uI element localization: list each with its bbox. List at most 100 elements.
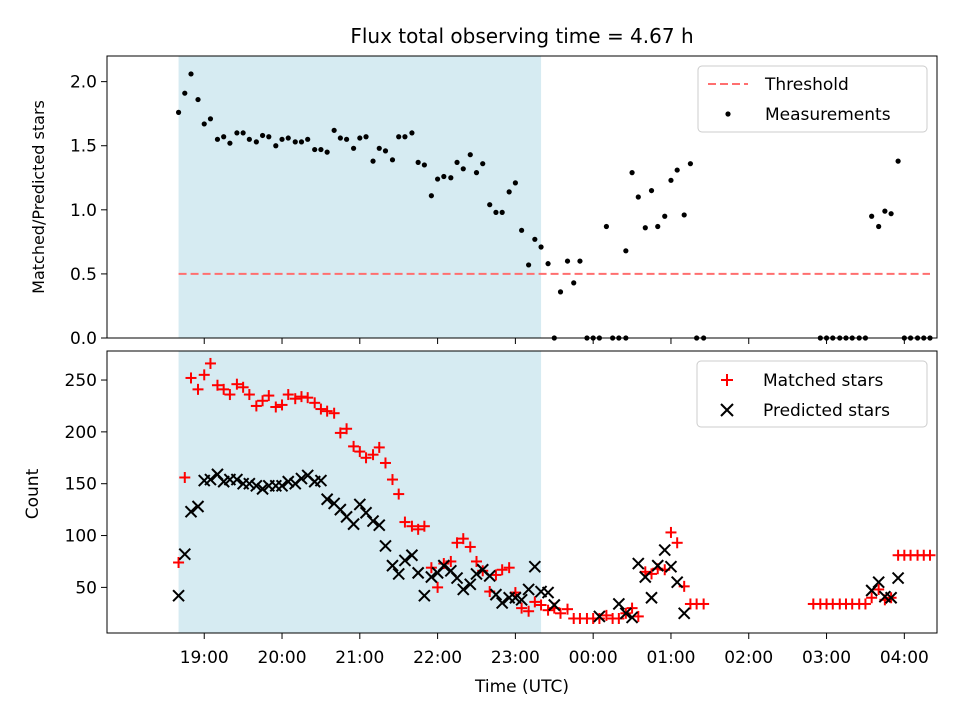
predicted-star-point: [243, 477, 256, 490]
measurement-point: [273, 143, 279, 149]
matched-star-point: [516, 602, 528, 614]
top-y-axis-label: Matched/Predicted stars: [29, 100, 48, 294]
matched-star-point: [399, 516, 411, 528]
bottom-legend-box: [696, 360, 928, 428]
matched-star-point: [639, 566, 651, 578]
x-tick-label: 01:00: [646, 648, 695, 668]
x-tick-label: 04:00: [880, 648, 929, 668]
matched-star-point: [302, 392, 314, 404]
y-tick-label: 0.5: [70, 265, 97, 285]
measurement-point: [642, 225, 648, 231]
matched-star-point: [873, 583, 885, 595]
x-tick-label: 02:00: [724, 648, 773, 668]
matched-star-point: [348, 440, 360, 452]
x-tick-label: 03:00: [802, 648, 851, 668]
measurement-point: [506, 189, 512, 195]
matched-star-point: [354, 446, 366, 458]
measurement-point: [279, 136, 285, 142]
measurement-point: [512, 180, 518, 186]
predicted-star-point: [528, 560, 542, 573]
matched-star-point: [179, 471, 191, 483]
predicted-star-point: [204, 473, 217, 486]
measurement-point: [175, 109, 182, 115]
matched-star-point: [224, 389, 236, 401]
matched-star-point: [315, 403, 327, 415]
measurement-point: [674, 167, 680, 173]
measurement-point: [545, 261, 551, 267]
matched-star-point: [237, 381, 249, 393]
measurement-point: [454, 159, 460, 165]
matched-star-point: [671, 537, 683, 549]
matched-star-point: [386, 474, 398, 486]
predicted-star-point: [619, 607, 633, 620]
measurement-point: [526, 262, 532, 268]
measurement-point: [668, 177, 674, 183]
measurement-point: [363, 134, 369, 140]
matched-star-point: [535, 599, 547, 611]
matched-star-point: [470, 555, 482, 567]
predicted-star-point: [872, 575, 885, 589]
matched-star-point: [379, 457, 391, 469]
x-tick-label: 19:00: [180, 648, 229, 668]
x-tick-label: 23:00: [491, 648, 540, 668]
predicted-star-point: [373, 518, 386, 532]
measurement-point: [285, 135, 291, 141]
predicted-star-point: [392, 567, 405, 581]
measurement-point: [221, 134, 227, 140]
measurement-point: [441, 173, 447, 180]
measurement-point: [201, 121, 207, 127]
predicted-star-point: [314, 474, 328, 487]
measurement-point: [571, 280, 577, 286]
measurement-point: [234, 130, 240, 136]
measurement-point: [460, 166, 466, 172]
measurement-point: [357, 135, 363, 141]
matched-star-point: [451, 537, 463, 549]
measurement-point: [538, 244, 544, 250]
bottom-plot-frame: [106, 350, 938, 634]
matched-star-point: [555, 607, 567, 619]
matched-star-point: [276, 399, 288, 411]
matched-star-point: [360, 452, 372, 464]
measurement-point: [648, 187, 655, 194]
matched-star-point: [412, 523, 424, 535]
predicted-star-point: [295, 472, 308, 485]
top-plot-frame: [106, 55, 938, 339]
y-tick-label: 1.0: [70, 201, 97, 221]
y-tick-label: 200: [65, 423, 97, 443]
measurement-point: [298, 139, 305, 145]
top-legend-box: [697, 65, 928, 133]
predicted-star-point: [256, 482, 269, 496]
predicted-star-point: [548, 598, 561, 612]
matched-star-point: [600, 609, 612, 621]
predicted-star-point: [522, 583, 535, 596]
top-legend: Threshold Measurements: [697, 65, 928, 133]
measurement-point: [318, 146, 324, 153]
measurement-point: [473, 170, 480, 176]
measurement-point: [629, 170, 635, 176]
matched-star-point: [393, 488, 405, 500]
measurement-point: [402, 134, 408, 140]
measurement-point: [415, 159, 421, 165]
matched-star-point: [665, 526, 677, 538]
matched-star-point: [231, 378, 243, 390]
x-tick-label: 20:00: [258, 648, 307, 668]
matched-star-point: [464, 541, 476, 553]
measurement-point: [227, 140, 233, 146]
bottom-x-axis: 19:00 20:00 21:00 22:00 23:00 00:00 01:00 02:00…: [180, 633, 929, 668]
measurement-point: [448, 175, 454, 181]
measurement-point: [253, 139, 259, 145]
measurement-point: [207, 116, 214, 122]
legend-measurements-swatch: [725, 111, 731, 117]
matched-star-point: [367, 449, 379, 461]
measurement-point: [655, 223, 661, 230]
measurement-point: [662, 213, 668, 219]
measurement-point: [480, 161, 486, 167]
matched-star-point: [243, 389, 255, 401]
y-tick-label: 1.5: [70, 137, 97, 157]
predicted-star-point: [230, 473, 244, 486]
matched-star-point: [529, 596, 541, 608]
matched-star-point: [211, 379, 223, 391]
measurement-point: [603, 223, 610, 230]
legend-predicted-label: Predicted stars: [763, 401, 890, 421]
predicted-star-point: [250, 479, 263, 492]
